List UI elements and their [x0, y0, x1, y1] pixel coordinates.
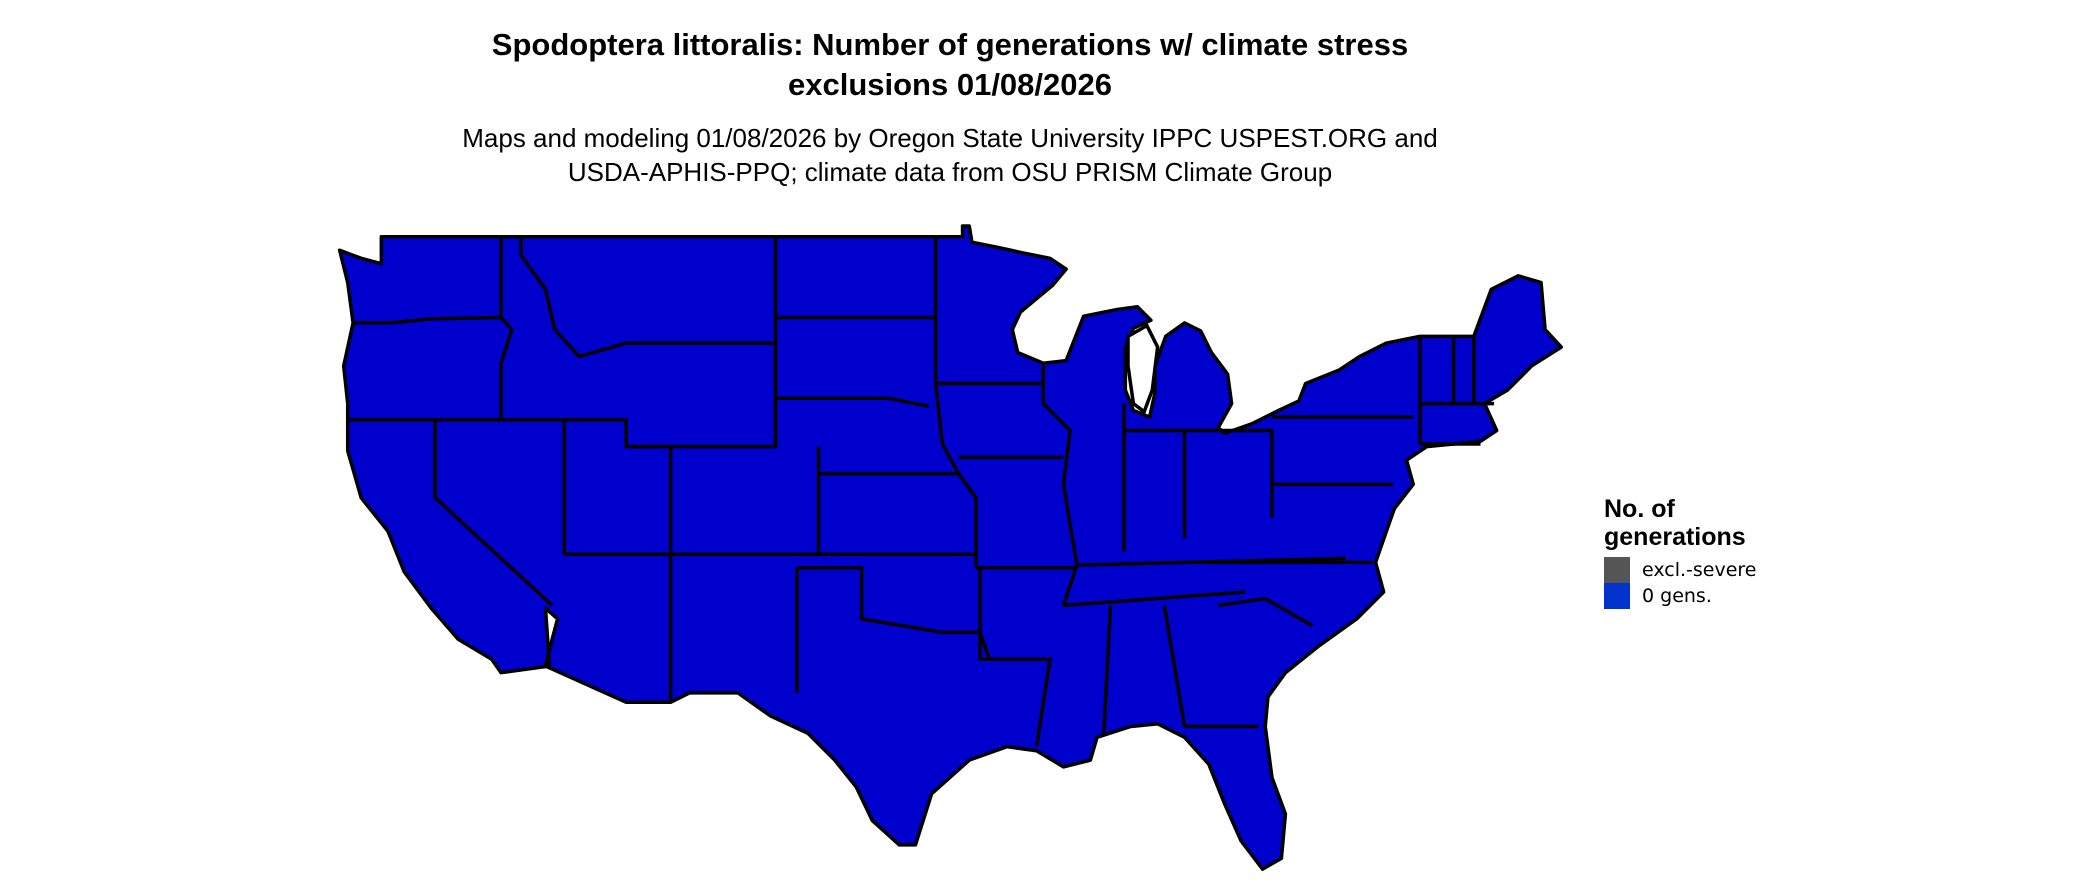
map-title: Spodoptera littoralis: Number of generat…	[350, 25, 1550, 105]
legend-swatch-gray	[1604, 557, 1630, 583]
title-line-1: Spodoptera littoralis: Number of generat…	[491, 27, 1409, 62]
title-line-2: exclusions 01/08/2026	[787, 67, 1112, 102]
subtitle-line-2: USDA-APHIS-PPQ; climate data from OSU PR…	[567, 157, 1333, 187]
state-borders	[347, 236, 1494, 747]
legend-swatch-blue	[1604, 583, 1630, 609]
conus-landmass	[337, 224, 1564, 871]
legend-title-line-2: generations	[1604, 523, 1746, 551]
lake-michigan	[1126, 323, 1160, 415]
legend-label: excl.-severe	[1642, 559, 1757, 581]
legend: No. of generations excl.-severe 0 gens.	[1604, 495, 1757, 609]
legend-item-excl-severe: excl.-severe	[1604, 557, 1757, 583]
legend-item-0-gens: 0 gens.	[1604, 583, 1757, 609]
legend-title: No. of generations	[1604, 495, 1757, 551]
map-subtitle: Maps and modeling 01/08/2026 by Oregon S…	[350, 121, 1550, 189]
subtitle-line-1: Maps and modeling 01/08/2026 by Oregon S…	[462, 123, 1438, 153]
legend-label: 0 gens.	[1642, 585, 1712, 607]
legend-title-line-1: No. of	[1604, 495, 1675, 523]
